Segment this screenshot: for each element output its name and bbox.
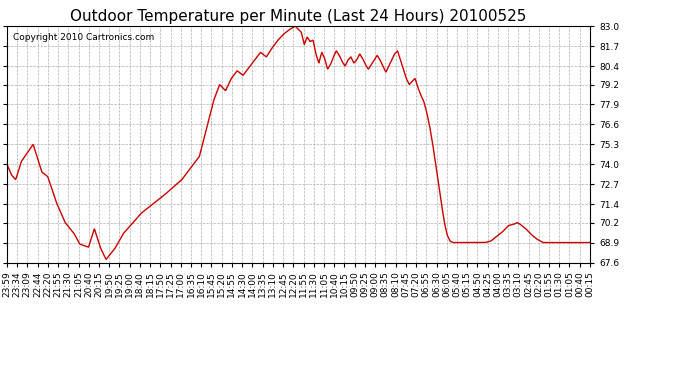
Title: Outdoor Temperature per Minute (Last 24 Hours) 20100525: Outdoor Temperature per Minute (Last 24 … xyxy=(70,9,526,24)
Text: Copyright 2010 Cartronics.com: Copyright 2010 Cartronics.com xyxy=(12,33,154,42)
